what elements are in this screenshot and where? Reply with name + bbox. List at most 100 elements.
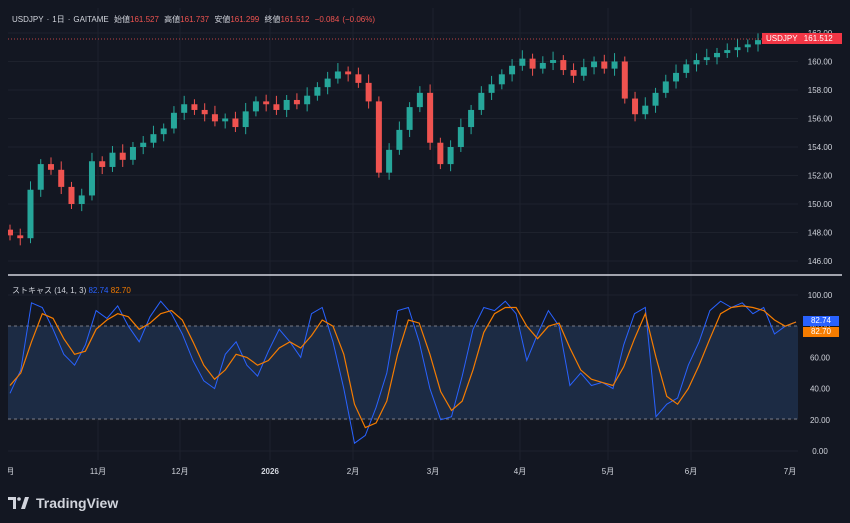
candle-body [283, 99, 290, 110]
candle-body [365, 82, 372, 102]
candle-body [273, 104, 280, 110]
price-axis-tick: 160.00 [808, 58, 833, 67]
high-label: 高値 [164, 15, 181, 24]
open-label: 始値 [114, 15, 131, 24]
low-label: 安値 [214, 15, 231, 24]
candle-body [550, 60, 557, 63]
chart-area[interactable]: 162.00160.00158.00156.00154.00152.00150.… [2, 8, 842, 483]
stoch-lines [9, 300, 797, 445]
candle-body [201, 109, 208, 115]
candle-body [181, 104, 188, 113]
candle-body [99, 161, 106, 167]
high-value: 161.737 [180, 15, 210, 24]
candle-body [140, 142, 147, 147]
candle-body [191, 104, 198, 110]
candle-body [488, 84, 495, 93]
price-axis-tick: 154.00 [808, 143, 833, 152]
stoch-axis-tick: 0.00 [812, 447, 828, 456]
candle-body [386, 149, 393, 173]
time-axis-tick: 7月 [784, 467, 796, 476]
stoch-d-line [9, 305, 797, 429]
stoch-axis-tick: 60.00 [810, 353, 831, 362]
stoch-axis-tick: 20.00 [810, 416, 831, 425]
stoch-axis-tick: 40.00 [810, 385, 831, 394]
stoch-d-value: 82.70 [110, 286, 131, 295]
candle-body [478, 92, 485, 110]
candle-body [632, 98, 639, 115]
candle-body [693, 60, 700, 65]
ohlc-legend: USDJPY · 1日 · GAITAME 始値161.527 高値161.737 安値… [12, 15, 376, 24]
candle-body [27, 189, 34, 239]
stoch-legend[interactable]: ストキャス (14, 1, 3) 82.74 82.70 [12, 285, 131, 296]
candle-body [252, 101, 259, 112]
candle-body [355, 74, 362, 83]
time-axis-tick: 12月 [172, 467, 189, 476]
candles-group [7, 33, 761, 246]
price-axis-tick: 150.00 [808, 200, 833, 209]
last-price-tag: USDJPY 161.512 [762, 33, 842, 44]
candle-body [109, 152, 116, 167]
stoch-axis-tick: 80.00 [810, 322, 831, 331]
price-axis[interactable]: 162.00160.00158.00156.00154.00152.00150.… [808, 29, 833, 266]
candle-body [601, 61, 608, 69]
price-tag-symbol: USDJPY [766, 34, 798, 43]
candle-body [621, 61, 628, 99]
time-axis-tick: 4月 [514, 467, 526, 476]
time-axis[interactable]: 0月 11月 12月 2026 2月 3月 4月 5月 6月 7月 [2, 467, 796, 476]
candle-body [345, 71, 352, 75]
candle-body [242, 111, 249, 128]
brand-name: TradingView [36, 495, 119, 511]
stoch-d-tag: 82.70 [803, 327, 839, 337]
candle-body [314, 87, 321, 96]
candle-body [78, 195, 85, 204]
candle-body [570, 70, 577, 76]
candle-body [170, 112, 177, 129]
candle-body [498, 74, 505, 85]
source-label: GAITAME [73, 15, 109, 24]
change-pct: (−0.06%) [342, 15, 376, 24]
candle-body [703, 57, 710, 61]
open-value: 161.527 [130, 15, 159, 24]
candle-body [119, 152, 126, 160]
tradingview-logo-icon [8, 497, 29, 509]
candle-body [683, 64, 690, 73]
price-axis-tick: 156.00 [808, 115, 833, 124]
price-tag-value: 161.512 [803, 34, 833, 43]
interval-label[interactable]: 1日 [52, 15, 65, 24]
price-axis-tick: 146.00 [808, 257, 833, 266]
candle-body [88, 161, 95, 196]
candle-body [591, 61, 598, 68]
symbol-label[interactable]: USDJPY [12, 15, 44, 24]
time-axis-tick: 6月 [685, 467, 697, 476]
candle-body [427, 92, 434, 143]
price-chart-svg[interactable]: 162.00160.00158.00156.00154.00152.00150.… [2, 8, 842, 483]
stoch-axis[interactable]: 100.00 80.00 60.00 40.00 20.00 0.00 [808, 291, 833, 456]
candle-body [744, 44, 751, 48]
candle-body [560, 60, 567, 71]
stoch-k-tag: 82.74 [803, 316, 839, 326]
candle-body [611, 61, 618, 69]
candle-body [150, 134, 157, 143]
candle-body [293, 99, 300, 105]
time-axis-tick: 2月 [347, 467, 359, 476]
candle-body [539, 62, 546, 69]
stoch-axis-tick: 100.00 [808, 291, 833, 300]
candle-body [396, 129, 403, 150]
stoch-k-value: 82.74 [88, 286, 109, 295]
candle-body [437, 142, 444, 165]
candle-body [580, 67, 587, 76]
candle-body [457, 127, 464, 147]
candle-body [662, 81, 669, 93]
candle-body [37, 164, 44, 190]
price-axis-tick: 152.00 [808, 172, 833, 181]
candle-body [334, 71, 341, 79]
candle-body [129, 147, 136, 160]
price-axis-tick: 148.00 [808, 229, 833, 238]
close-value: 161.512 [280, 15, 310, 24]
candle-body [447, 147, 454, 165]
candle-body [232, 118, 239, 128]
candle-body [673, 72, 680, 82]
candle-body [642, 105, 649, 115]
tradingview-brand[interactable]: TradingView [8, 494, 118, 512]
